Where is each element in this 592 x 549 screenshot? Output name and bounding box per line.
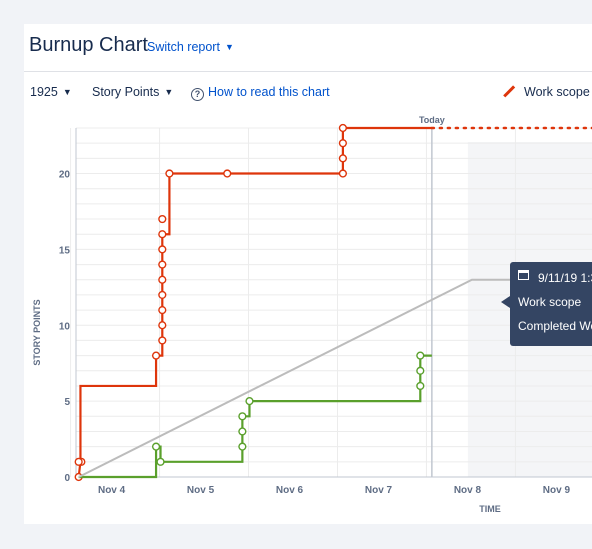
work-scope-series [77, 126, 432, 478]
chevron-down-icon: ▼ [224, 42, 234, 52]
data-point [151, 442, 161, 451]
data-point [158, 260, 167, 269]
y-tick-label: 10 [59, 321, 71, 332]
sprint-selector[interactable]: 1925 ▼ [30, 85, 72, 99]
calendar-icon [518, 270, 529, 280]
y-tick-label: 20 [59, 170, 71, 181]
y-tick-label: 15 [59, 245, 71, 256]
data-point [74, 457, 83, 466]
data-point [238, 412, 247, 421]
data-point [158, 290, 167, 300]
tooltip-pointer [501, 296, 510, 308]
legend-label: Work scope [524, 85, 590, 99]
chevron-down-icon: ▼ [62, 87, 72, 97]
tooltip-completed-work: Completed Wo [518, 319, 592, 333]
data-point [416, 366, 425, 375]
y-tick-label: 0 [64, 473, 70, 484]
data-point [416, 351, 425, 360]
switch-report-label: Switch report [147, 40, 220, 54]
data-point [165, 169, 174, 178]
x-axis-label: TIME [479, 504, 501, 514]
data-point [338, 123, 347, 133]
help-icon: ? [191, 88, 204, 101]
data-point [338, 154, 347, 163]
x-tick-label: Nov 4 [98, 485, 126, 496]
x-tick-label: Nov 7 [365, 485, 393, 496]
data-point [238, 427, 247, 436]
data-point [338, 169, 347, 178]
how-to-read-link[interactable]: ? How to read this chart [191, 85, 330, 101]
y-tick-label: 5 [64, 397, 70, 408]
report-header: Burnup Chart Switch report ▼ [24, 24, 592, 72]
chevron-down-icon: ▼ [164, 87, 174, 97]
completed-work-series [78, 354, 432, 479]
tooltip-date: 9/11/19 1:3 [538, 271, 592, 285]
estimation-selector[interactable]: Story Points ▼ [92, 85, 173, 99]
data-point [156, 457, 165, 466]
data-point [158, 230, 167, 239]
switch-report-button[interactable]: Switch report ▼ [147, 40, 234, 54]
x-tick-label: Nov 9 [543, 485, 571, 496]
page-title: Burnup Chart [29, 34, 148, 56]
legend-work-scope[interactable]: Work scope [502, 84, 590, 99]
data-point [158, 336, 167, 345]
data-tooltip: 9/11/19 1:3 Work scope Completed Wo [510, 262, 592, 346]
tooltip-work-scope: Work scope [518, 295, 582, 309]
data-point [151, 351, 161, 360]
burnup-chart: 0 5 10 15 20 Nov 4 Nov 5 Nov 6 Nov 7 Nov 8 Nov 9 TI… [32, 115, 592, 514]
y-axis-label: STORY POINTS [32, 299, 42, 365]
data-point [223, 169, 232, 178]
x-tick-label: Nov 5 [187, 485, 215, 496]
chart-toolbar: 1925 ▼ Story Points ▼ ? How to read this ch… [24, 82, 592, 106]
sprint-selector-label: 1925 [30, 85, 58, 99]
data-point [245, 397, 254, 406]
data-point [338, 139, 347, 148]
data-point [158, 245, 167, 254]
x-tick-label: Nov 6 [276, 485, 304, 496]
data-point [158, 305, 167, 315]
data-point [416, 381, 425, 391]
how-to-read-label: How to read this chart [208, 85, 330, 99]
report-panel: Burnup Chart Switch report ▼ 1925 ▼ Story … [24, 24, 592, 524]
data-point [158, 321, 167, 330]
data-point [158, 275, 167, 284]
estimation-selector-label: Story Points [92, 85, 160, 99]
today-label: Today [419, 115, 445, 125]
data-point [238, 442, 247, 451]
x-tick-label: Nov 8 [454, 485, 482, 496]
data-point [158, 214, 167, 224]
